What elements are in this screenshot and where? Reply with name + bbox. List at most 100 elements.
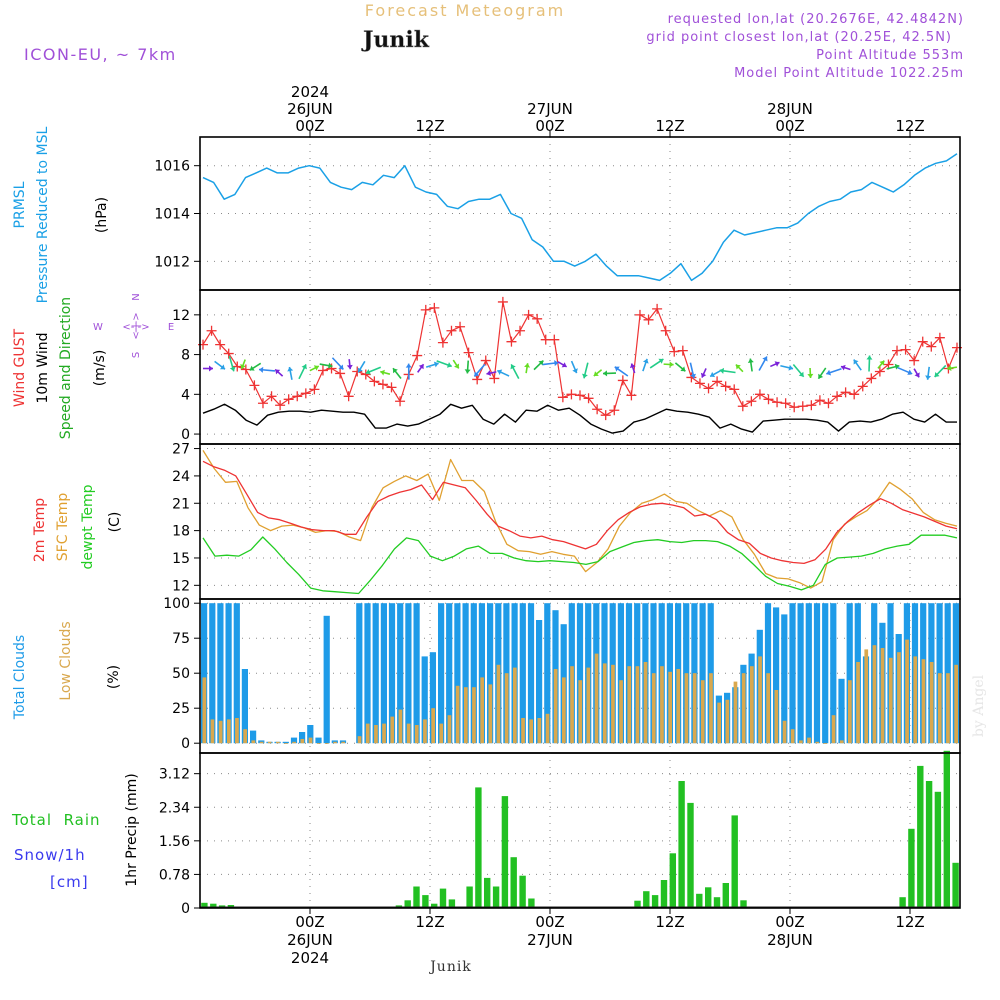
- low-cloud-bar: [414, 725, 419, 744]
- bottom-time-label: 28JUN: [767, 931, 813, 949]
- gust-marker: [240, 364, 251, 375]
- y-tick-label: 75: [172, 631, 190, 647]
- wind-arrow-head: [947, 365, 952, 372]
- low-cloud-bar: [267, 741, 272, 744]
- pressure-line: [202, 153, 958, 282]
- wind-direction-arrow: [747, 358, 754, 372]
- wind-direction-arrow: [203, 365, 213, 372]
- chart-title: Forecast Meteogram: [365, 1, 565, 20]
- y-tick-label: 2.34: [159, 800, 190, 816]
- wind-arrow-head: [840, 364, 846, 371]
- wind-arrow-head: [762, 356, 768, 362]
- compass-e: E: [168, 322, 174, 333]
- low-cloud-bar: [300, 739, 305, 744]
- top-time-label: 2024: [291, 83, 329, 101]
- total-cloud-bar: [299, 732, 306, 744]
- low-cloud-bar: [725, 699, 730, 744]
- gust-marker: [386, 382, 397, 393]
- wind-direction-arrow: [770, 361, 780, 368]
- gust-marker: [566, 389, 577, 400]
- y-tick-label: 0: [181, 427, 190, 443]
- gust-marker: [540, 334, 551, 345]
- low-cloud-bar: [602, 663, 607, 744]
- wind-direction-arrow: [298, 364, 307, 380]
- wind-arrow-head: [853, 359, 859, 365]
- bottom-time-label: 00Z: [295, 913, 324, 931]
- low-cloud-bar: [218, 720, 223, 744]
- gust-marker: [763, 394, 774, 405]
- low-cloud-bar: [782, 720, 787, 744]
- low-cloud-bar: [709, 673, 713, 744]
- rain-bar: [413, 886, 420, 908]
- gust-marker: [523, 309, 534, 320]
- gust-marker: [446, 325, 457, 336]
- gust-marker: [874, 366, 885, 377]
- panel-frame: [199, 752, 961, 909]
- wind-direction-arrow: [719, 367, 736, 374]
- bottom-time-label: 00Z: [775, 913, 804, 931]
- rain-bar: [899, 897, 906, 908]
- total-cloud-bar: [519, 603, 526, 744]
- wind-arrow-head: [538, 360, 544, 366]
- low-cloud-bar: [635, 666, 640, 744]
- total-cloud-bar: [830, 603, 837, 744]
- gust-marker: [617, 375, 628, 386]
- wind-direction-arrow: [510, 364, 520, 379]
- wind-arrow-head: [346, 364, 353, 370]
- rain-bar: [669, 853, 676, 908]
- low-cloud-bar: [553, 669, 558, 744]
- gust-marker: [789, 402, 800, 413]
- gust-marker: [832, 391, 843, 402]
- wind-arrow-head: [690, 373, 697, 379]
- low-cloud-bar: [750, 666, 754, 744]
- gust-marker: [429, 302, 440, 313]
- gust-marker: [249, 380, 260, 391]
- low-cloud-bar: [235, 718, 239, 744]
- sfc-label: SFC Temp: [55, 493, 71, 562]
- total-cloud-bar: [241, 669, 248, 744]
- wind-direction-arrow: [700, 368, 707, 378]
- low-cloud-bar: [259, 741, 264, 744]
- gust-marker: [823, 398, 834, 409]
- total-cloud-bar: [413, 603, 420, 744]
- low-cloud-bar: [758, 656, 762, 744]
- gust-marker: [489, 373, 500, 384]
- total-cloud-bar: [838, 678, 845, 744]
- wind-arrow-head: [629, 363, 636, 369]
- total-cloud-bar: [250, 730, 257, 744]
- gust-marker: [583, 393, 594, 404]
- rain-label: Total Rain: [11, 811, 101, 829]
- wind-arrow-head: [593, 371, 599, 377]
- compass-n: N: [131, 293, 142, 300]
- low-cloud-bar: [946, 673, 950, 744]
- rain-bar: [484, 877, 491, 908]
- gust-marker: [412, 350, 423, 361]
- low-cloud-bar: [937, 673, 942, 744]
- total-cloud-bar: [544, 603, 551, 744]
- wind-direction-arrow: [524, 363, 531, 374]
- wind-arrow-head: [774, 361, 780, 367]
- temp-unit: (C): [107, 512, 123, 533]
- rain-bar: [466, 886, 473, 908]
- wind-direction-arrow: [365, 366, 382, 375]
- total-cloud-bar: [209, 603, 216, 744]
- total-cloud-bar: [429, 652, 436, 744]
- low-cloud-bar: [513, 667, 517, 744]
- low-cloud-bar: [741, 673, 746, 744]
- wind-arrow-head: [328, 362, 333, 369]
- y-tick-label: 27: [172, 442, 190, 458]
- low-cloud-bar: [888, 657, 893, 744]
- y-tick-label: 50: [172, 666, 190, 682]
- wind-direction-arrow: [473, 363, 486, 377]
- wind-arrow-head: [603, 370, 608, 377]
- wind-arrow-head: [669, 361, 674, 368]
- rain-bar: [660, 880, 668, 908]
- low-cloud-bar: [202, 677, 207, 744]
- gust-marker: [275, 400, 286, 411]
- gust-marker: [626, 390, 637, 401]
- low-cloud-bar: [578, 680, 583, 744]
- gust-marker: [686, 372, 697, 383]
- low-cloud-bar: [717, 702, 721, 744]
- bottom-time-label: 00Z: [535, 913, 564, 931]
- gust-marker: [335, 368, 346, 379]
